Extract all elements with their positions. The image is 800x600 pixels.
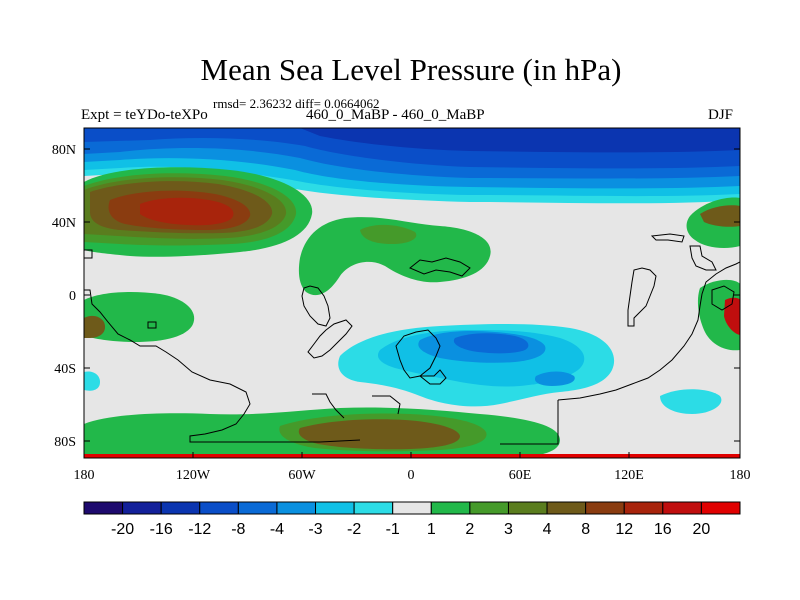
colorbar-label: 3: [504, 521, 513, 538]
stats-label: rmsd= 2.36232 diff= 0.0664062: [213, 96, 380, 111]
x-tick-labels: 180 120W 60W 0 60E 120E 180: [74, 468, 751, 483]
coast-central: [301, 285, 331, 327]
antarctic-high-core: [298, 419, 460, 450]
tropical-brown: [84, 315, 106, 338]
westpac-ridge-core: [700, 205, 740, 227]
colorbar-label: -4: [270, 521, 284, 538]
polar-edge: [84, 454, 740, 458]
cyan-patch-east: [660, 389, 722, 414]
coast-asia-south: [627, 267, 657, 327]
colorbar-swatch: [276, 501, 317, 515]
colorbar-label: -1: [386, 521, 400, 538]
pacific-high-peak: [140, 197, 234, 226]
season-label: DJF: [708, 107, 734, 123]
coast-caribbean: [307, 319, 353, 359]
colorbar-label: 1: [427, 521, 436, 538]
australia-green: [697, 279, 740, 351]
colorbar-swatch: [237, 501, 278, 515]
y-tick-labels: 80N 40N 0 40S 80S: [52, 143, 76, 450]
colorbar-swatch: [353, 501, 394, 515]
x-tick-label: 120W: [176, 468, 211, 483]
atlantic-ridge-core: [360, 224, 417, 244]
coast-mediterranean: [409, 257, 471, 277]
colorbar-swatch: [700, 501, 741, 515]
coast-antarctic-east: [500, 400, 559, 445]
chart-title: Mean Sea Level Pressure (in hPa): [200, 52, 622, 87]
colorbar-swatch: [392, 501, 432, 515]
coastlines: [84, 233, 740, 445]
y-tick-label: 80S: [54, 435, 76, 450]
y-tick-label: 40N: [52, 216, 76, 231]
coast-indian-ocean: [557, 261, 740, 401]
experiment-label: Expt = teYDo-teXPo: [81, 107, 208, 123]
colorbar-swatch: [585, 501, 625, 515]
colorbar-swatch: [199, 501, 239, 515]
colorbar-label: 4: [543, 521, 552, 538]
colorbar-swatch: [430, 501, 471, 515]
colorbar-label: -2: [347, 521, 361, 538]
y-tick-label: 40S: [54, 362, 76, 377]
colorbar-swatch: [507, 501, 548, 515]
coast-west-africa: [395, 329, 441, 379]
coast-south-america: [84, 289, 361, 443]
colorbar-swatch: [315, 501, 355, 515]
colorbar-label: -8: [231, 521, 245, 538]
x-tick-label: 60E: [509, 468, 532, 483]
colorbar-label: 20: [693, 521, 711, 538]
y-ticks: [84, 148, 740, 442]
coast-s-tip: [312, 393, 345, 419]
coast-africa-tip: [418, 369, 447, 385]
colorbar-swatch: [122, 501, 162, 515]
x-tick-label: 0: [408, 468, 415, 483]
x-ticks: [83, 452, 741, 458]
coast-australia-north: [711, 285, 735, 311]
colorbar-label: -12: [188, 521, 211, 538]
arctic-band-6: [84, 128, 740, 153]
colorbar-swatch: [160, 501, 201, 515]
x-tick-label: 180: [74, 468, 95, 483]
colorbar-labels: -20 -16 -12 -8 -4 -3 -2 -1 1 2 3 4 8 12 16 20: [111, 521, 710, 538]
colorbar-label: -16: [150, 521, 173, 538]
coast-island: [147, 321, 157, 329]
colorbar-label: 12: [615, 521, 633, 538]
colorbar-label: 8: [581, 521, 590, 538]
atlantic-ridge: [298, 217, 491, 296]
map-field: [84, 128, 740, 458]
colorbar-swatch: [83, 501, 124, 515]
y-tick-label: 80N: [52, 143, 76, 158]
x-tick-label: 180: [730, 468, 751, 483]
cyan-patch-west: [84, 371, 100, 391]
coast-atlantic-island: [372, 395, 401, 415]
colorbar-swatch: [662, 501, 702, 515]
coast-east-asia: [689, 245, 717, 271]
coast-alaska: [84, 249, 93, 259]
colorbar-label: 16: [654, 521, 672, 538]
coast-asia-north: [650, 233, 685, 243]
colorbar-label: 2: [465, 521, 474, 538]
southern-low-core: [453, 333, 529, 354]
y-tick-label: 0: [69, 289, 76, 304]
australia-red: [724, 297, 740, 335]
x-tick-label: 120E: [614, 468, 644, 483]
period-label: 460_0_MaBP - 460_0_MaBP: [306, 107, 485, 123]
colorbar-swatch: [546, 501, 587, 515]
colorbar-label: -3: [308, 521, 322, 538]
x-tick-label: 60W: [288, 468, 316, 483]
colorbar: [83, 501, 741, 515]
tropical-green: [84, 292, 195, 342]
southern-low-east: [534, 371, 575, 386]
colorbar-swatch: [469, 501, 509, 515]
colorbar-label: -20: [111, 521, 134, 538]
colorbar-swatch: [623, 501, 664, 515]
plot-frame: [83, 127, 741, 459]
